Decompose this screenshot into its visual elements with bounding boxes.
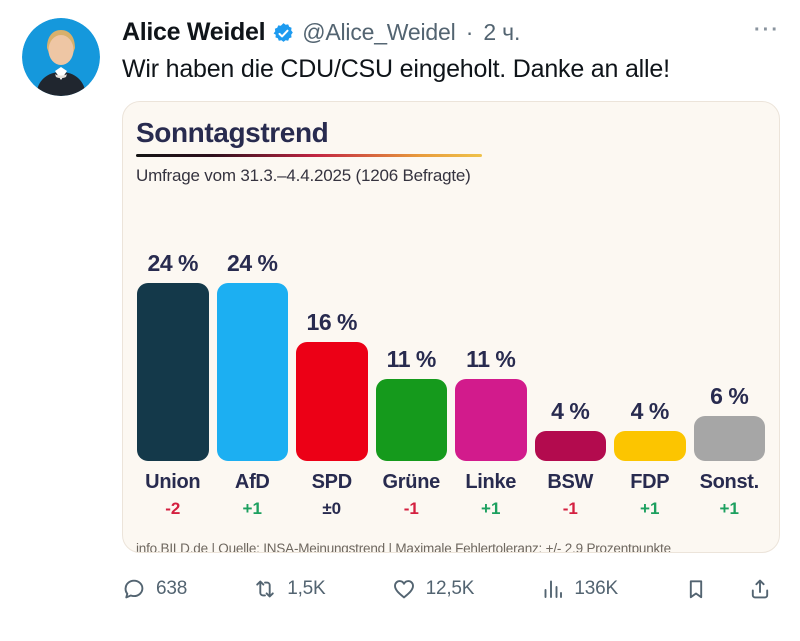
bar-value: 4 %	[551, 398, 590, 424]
bar-value: 6 %	[710, 383, 749, 409]
repost-icon	[256, 580, 274, 598]
chart-title: Sonntagstrend	[136, 117, 329, 148]
bar-value: 16 %	[306, 309, 358, 335]
bar-delta: +1	[640, 499, 660, 518]
bar	[455, 379, 527, 461]
chart-subtitle: Umfrage vom 31.3.–4.4.2025 (1206 Befragt…	[136, 166, 471, 185]
bar-value: 24 %	[147, 250, 199, 276]
title-underline	[136, 154, 482, 157]
views-button[interactable]: 136K	[540, 577, 618, 601]
bar-label: BSW	[547, 471, 594, 493]
bar-column: 4 % BSW -1	[534, 398, 606, 519]
like-button[interactable]: 12,5K	[392, 577, 475, 601]
bars-row: 24 % Union -2 24 % AfD +1 16 % SPD ±0 11…	[123, 250, 779, 519]
verified-badge-icon	[273, 23, 294, 42]
like-icon	[393, 580, 414, 599]
bar-column: 11 % Linke +1	[455, 346, 527, 519]
bar	[693, 416, 765, 461]
right-action-group	[684, 577, 772, 601]
reply-icon	[124, 579, 144, 599]
tweet-text: Wir haben die CDU/CSU eingeholt. Danke a…	[122, 55, 670, 83]
bar	[296, 342, 368, 461]
dot-separator: ·	[465, 19, 474, 45]
bar-column: 24 % AfD +1	[216, 250, 288, 519]
bar-label: Linke	[465, 471, 517, 493]
bar-label: SPD	[311, 471, 353, 493]
bar-column: 6 % Sonst. +1	[693, 383, 765, 519]
bar	[534, 431, 606, 461]
tweet-header: Alice Weidel @Alice_Weidel · 2 ч. ···	[122, 18, 780, 47]
bar-delta: +1	[242, 499, 262, 518]
tweet: Alice Weidel @Alice_Weidel · 2 ч. ··· Wi…	[22, 18, 780, 601]
bar	[375, 379, 447, 461]
bar-column: 16 % SPD ±0	[296, 309, 368, 519]
bar-value: 11 %	[466, 346, 516, 372]
share-icon	[751, 579, 769, 599]
bar-column: 24 % Union -2	[137, 250, 209, 519]
reply-button[interactable]: 638	[122, 577, 187, 601]
bar	[216, 283, 288, 461]
tweet-actions: 638 1,5K 12,5K	[122, 577, 780, 601]
bar-label: Union	[145, 471, 201, 493]
repost-count: 1,5K	[287, 578, 326, 599]
bar-label: AfD	[234, 471, 270, 493]
views-icon	[544, 580, 563, 598]
bar-label: FDP	[630, 471, 670, 493]
bar-value: 24 %	[227, 250, 278, 276]
bar-delta: ±0	[322, 499, 342, 518]
timestamp[interactable]: 2 ч.	[483, 19, 521, 45]
author-name[interactable]: Alice Weidel	[122, 18, 266, 46]
repost-button[interactable]: 1,5K	[253, 577, 326, 601]
avatar[interactable]	[22, 18, 100, 96]
reply-count: 638	[156, 578, 188, 599]
bar-delta: -1	[562, 499, 578, 518]
poll-chart-image[interactable]: Sonntagstrend Umfrage vom 31.3.–4.4.2025…	[122, 101, 780, 553]
bar	[137, 283, 209, 461]
avatar-image	[22, 18, 100, 96]
bar-delta: +1	[481, 499, 501, 518]
like-count: 12,5K	[425, 578, 475, 599]
bar-delta: -2	[165, 499, 181, 518]
view-count: 136K	[574, 578, 618, 599]
bookmark-icon	[689, 580, 703, 599]
handle-group[interactable]: @Alice_Weidel · 2 ч.	[302, 19, 524, 46]
bar-delta: +1	[719, 499, 739, 518]
bookmark-button[interactable]	[684, 577, 708, 601]
author-handle[interactable]: @Alice_Weidel	[302, 19, 456, 45]
bar-column: 11 % Grüne -1	[375, 346, 447, 519]
share-button[interactable]	[748, 577, 772, 601]
chart-source-footer: info.BILD.de | Quelle: INSA-Meinungstren…	[136, 541, 671, 553]
bar-delta: -1	[403, 499, 419, 518]
bar-value: 4 %	[630, 398, 670, 424]
bar-value: 11 %	[386, 346, 437, 372]
bar-column: 4 % FDP +1	[614, 398, 686, 519]
bar	[614, 431, 686, 461]
tweet-content: Alice Weidel @Alice_Weidel · 2 ч. ··· Wi…	[122, 18, 780, 601]
bar-label: Sonst.	[699, 471, 760, 493]
avatar-column	[22, 18, 122, 601]
more-menu-icon[interactable]: ···	[754, 19, 780, 41]
bar-label: Grüne	[382, 471, 441, 493]
